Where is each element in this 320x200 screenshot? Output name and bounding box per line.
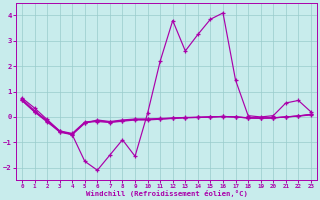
X-axis label: Windchill (Refroidissement éolien,°C): Windchill (Refroidissement éolien,°C) bbox=[85, 190, 247, 197]
